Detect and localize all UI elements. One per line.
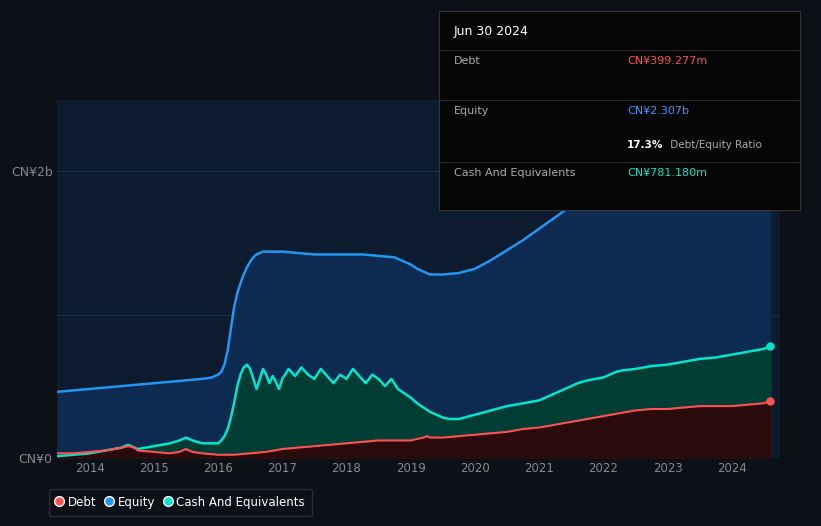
Text: Equity: Equity: [454, 106, 489, 116]
Text: Cash And Equivalents: Cash And Equivalents: [454, 168, 576, 178]
Text: 17.3%: 17.3%: [627, 140, 663, 150]
Legend: Debt, Equity, Cash And Equivalents: Debt, Equity, Cash And Equivalents: [49, 489, 312, 516]
Text: Debt/Equity Ratio: Debt/Equity Ratio: [667, 140, 762, 150]
Text: Debt: Debt: [454, 56, 480, 66]
Text: CN¥399.277m: CN¥399.277m: [627, 56, 708, 66]
Text: Jun 30 2024: Jun 30 2024: [454, 25, 529, 37]
Text: CN¥2.307b: CN¥2.307b: [627, 106, 689, 116]
Point: [764, 396, 777, 404]
Point: [764, 342, 777, 350]
Text: CN¥781.180m: CN¥781.180m: [627, 168, 707, 178]
Point: [764, 123, 777, 132]
